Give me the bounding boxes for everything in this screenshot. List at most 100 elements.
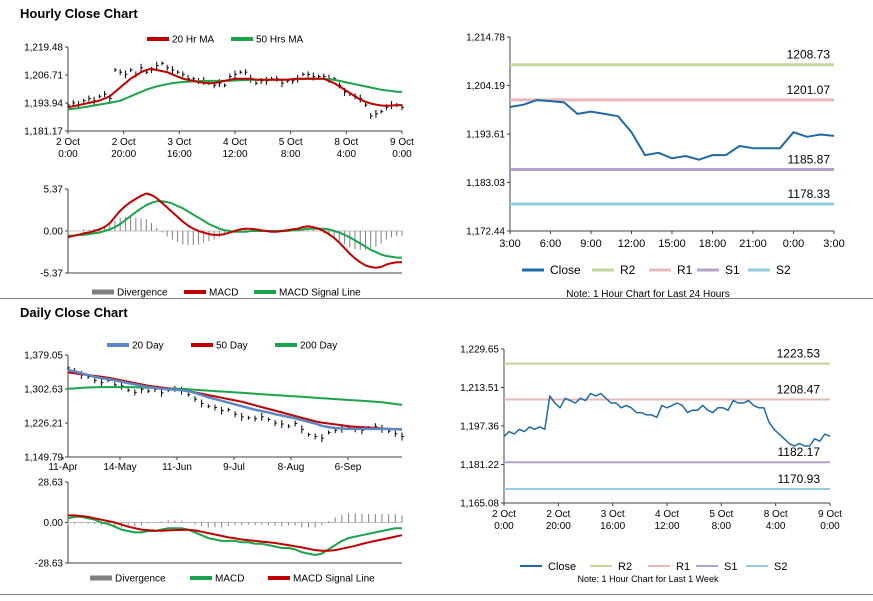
hourly-pivots-legend-label: S1 <box>725 263 740 277</box>
daily-macd-signal-line <box>68 514 403 552</box>
hourly-price-legend-label: 50 Hrs MA <box>256 35 304 46</box>
daily-pivots-legend-label: R1 <box>676 561 690 573</box>
daily-pivots-x-tick-label: 4:00 <box>766 521 786 532</box>
daily-macd-line <box>67 515 402 556</box>
hourly-price-x-tick-label: 8:00 <box>281 149 301 160</box>
hourly-pivots-legend-label: R2 <box>620 263 636 277</box>
hourly-price-x-tick-label: 0:00 <box>58 149 78 160</box>
section-divider <box>0 298 873 299</box>
hourly-pivots-legend-label: S2 <box>776 263 791 277</box>
hourly-pivots-y-tick-label: 1,204.19 <box>466 81 505 92</box>
daily-pivots-x-tick-label: 0:00 <box>494 521 514 532</box>
daily-price-y-tick-label: 1,226.21 <box>24 419 63 430</box>
hourly-macd-legend-label: MACD Signal Line <box>279 288 361 299</box>
daily-macd-legend-label: MACD Signal Line <box>293 574 375 585</box>
hourly-macd-line <box>67 192 402 269</box>
hourly-price-x-tick-label: 3 Oct <box>167 137 191 148</box>
daily-pivots-legend-label: R2 <box>618 561 632 573</box>
daily-pivots-y-tick-label: 1,213.51 <box>460 383 499 394</box>
daily-pivots-y-tick-label: 1,165.08 <box>460 499 499 510</box>
daily-pivots-x-tick-label: 2 Oct <box>492 509 516 520</box>
daily-price-legend-label: 50 Day <box>216 341 248 352</box>
hourly-price-20hr-ma-line <box>67 67 402 109</box>
hourly-pivots-x-tick-label: 12:00 <box>618 238 646 250</box>
daily-macd-y-tick-label: -28.63 <box>35 559 64 570</box>
hourly-price-x-tick-label: 2 Oct <box>112 137 136 148</box>
hourly-pivots-y-tick-label: 1,183.03 <box>466 178 505 189</box>
daily-pivots-y-tick-label: 1,181.22 <box>460 460 499 471</box>
daily-price-20day-line <box>67 368 402 431</box>
daily-pivots-y-tick-label: 1,229.65 <box>460 345 499 356</box>
hourly-price-x-tick-label: 0:00 <box>392 149 412 160</box>
bottom-divider <box>0 594 873 595</box>
hourly-macd-y-tick-label: 5.37 <box>44 185 64 196</box>
hourly-pivots-x-tick-label: 0:00 <box>783 238 804 250</box>
hourly-pivots-x-tick-label: 18:00 <box>699 238 727 250</box>
daily-pivots-y-tick-label: 1,197.36 <box>460 422 499 433</box>
hourly-macd-y-tick-label: 0.00 <box>44 227 64 238</box>
hourly-pivots-y-tick-label: 1,193.61 <box>466 130 505 141</box>
hourly-macd-y-tick-label: -5.37 <box>40 269 63 280</box>
hourly-macd-signal-line <box>68 200 402 259</box>
daily-pivots-x-tick-label: 0:00 <box>820 521 840 532</box>
daily-price-y-tick-label: 1,302.63 <box>24 385 63 396</box>
daily-pivots-close-line <box>503 392 831 447</box>
daily-pivots-s1-label: 1182.17 <box>778 445 821 459</box>
daily-price-200day-line <box>67 386 403 406</box>
hourly-pivots-y-tick-label: 1,172.44 <box>466 227 505 238</box>
daily-price-50day-line <box>67 371 403 431</box>
hourly-price-legend-label: 20 Hr MA <box>172 35 215 46</box>
hourly-pivots-close-line <box>509 99 835 161</box>
hourly-price-y-tick-label: 1,181.17 <box>24 127 63 138</box>
hourly-pivots-legend-label: Close <box>550 263 581 277</box>
daily-pivots-x-tick-label: 3 Oct <box>601 509 625 520</box>
daily-price-y-tick-label: 1,379.05 <box>24 351 63 362</box>
daily-macd-y-tick-label: 28.63 <box>38 478 63 489</box>
daily-price-x-tick-label: 6-Sep <box>335 462 362 473</box>
daily-pivots-legend-label: Close <box>548 561 576 573</box>
daily-pivots-x-tick-label: 12:00 <box>654 521 679 532</box>
hourly-price-x-tick-label: 4 Oct <box>223 137 247 148</box>
daily-price-x-tick-label: 11-Apr <box>48 462 78 473</box>
daily-price-x-tick-label: 8-Aug <box>278 462 305 473</box>
hourly-pivots-s1-label: 1185.87 <box>788 152 831 166</box>
daily-pivots-note: Note: 1 Hour Chart for Last 1 Week <box>578 574 719 584</box>
hourly-price-x-tick-label: 2 Oct <box>56 137 80 148</box>
hourly-price-y-tick-label: 1,219.48 <box>24 43 63 54</box>
daily-pivots-x-tick-label: 2 Oct <box>546 509 570 520</box>
daily-price-x-tick-label: 14-May <box>103 462 136 473</box>
daily-pivots-x-tick-label: 9 Oct <box>818 509 842 520</box>
hourly-pivots-r2-label: 1208.73 <box>787 48 831 62</box>
hourly-price-50hr-ma-line <box>67 77 403 111</box>
daily-pivots-x-tick-label: 5 Oct <box>709 509 733 520</box>
daily-pivots-x-tick-label: 16:00 <box>600 521 625 532</box>
hourly-pivots-x-tick-label: 21:00 <box>739 238 767 250</box>
daily-price-y-tick-label: 1,149.79 <box>24 453 63 464</box>
hourly-pivots-note: Note: 1 Hour Chart for Last 24 Hours <box>566 289 729 300</box>
hourly-price-y-tick-label: 1,206.71 <box>24 71 63 82</box>
hourly-pivots-y-tick-label: 1,214.78 <box>466 33 505 44</box>
hourly-pivots-legend-label: R1 <box>677 263 693 277</box>
daily-pivots-r1-label: 1208.47 <box>777 383 821 397</box>
hourly-pivots-x-tick-label: 9:00 <box>580 238 601 250</box>
daily-macd-legend-label: Divergence <box>115 574 166 585</box>
daily-pivots-s2-label: 1170.93 <box>778 472 821 486</box>
hourly-price-x-tick-label: 9 Oct <box>390 137 414 148</box>
daily-price-x-tick-label: 11-Jun <box>162 462 192 473</box>
daily-pivots-x-tick-label: 8:00 <box>712 521 732 532</box>
daily-macd-legend-label: MACD <box>215 574 244 585</box>
daily-pivots-legend-label: S1 <box>724 561 737 573</box>
hourly-macd-legend-label: Divergence <box>117 288 168 299</box>
daily-pivots-x-tick-label: 20:00 <box>546 521 571 532</box>
daily-price-x-tick-label: 9-Jul <box>223 462 245 473</box>
hourly-macd-legend-label: MACD <box>209 288 238 299</box>
hourly-section-title: Hourly Close Chart <box>20 6 138 21</box>
daily-pivots-x-tick-label: 4 Oct <box>655 509 679 520</box>
hourly-price-x-tick-label: 4:00 <box>337 149 357 160</box>
hourly-price-x-tick-label: 12:00 <box>222 149 247 160</box>
daily-macd-y-tick-label: 0.00 <box>44 518 64 529</box>
hourly-price-x-tick-label: 20:00 <box>111 149 136 160</box>
daily-price-legend-label: 20 Day <box>132 341 164 352</box>
daily-section-title: Daily Close Chart <box>20 305 128 320</box>
